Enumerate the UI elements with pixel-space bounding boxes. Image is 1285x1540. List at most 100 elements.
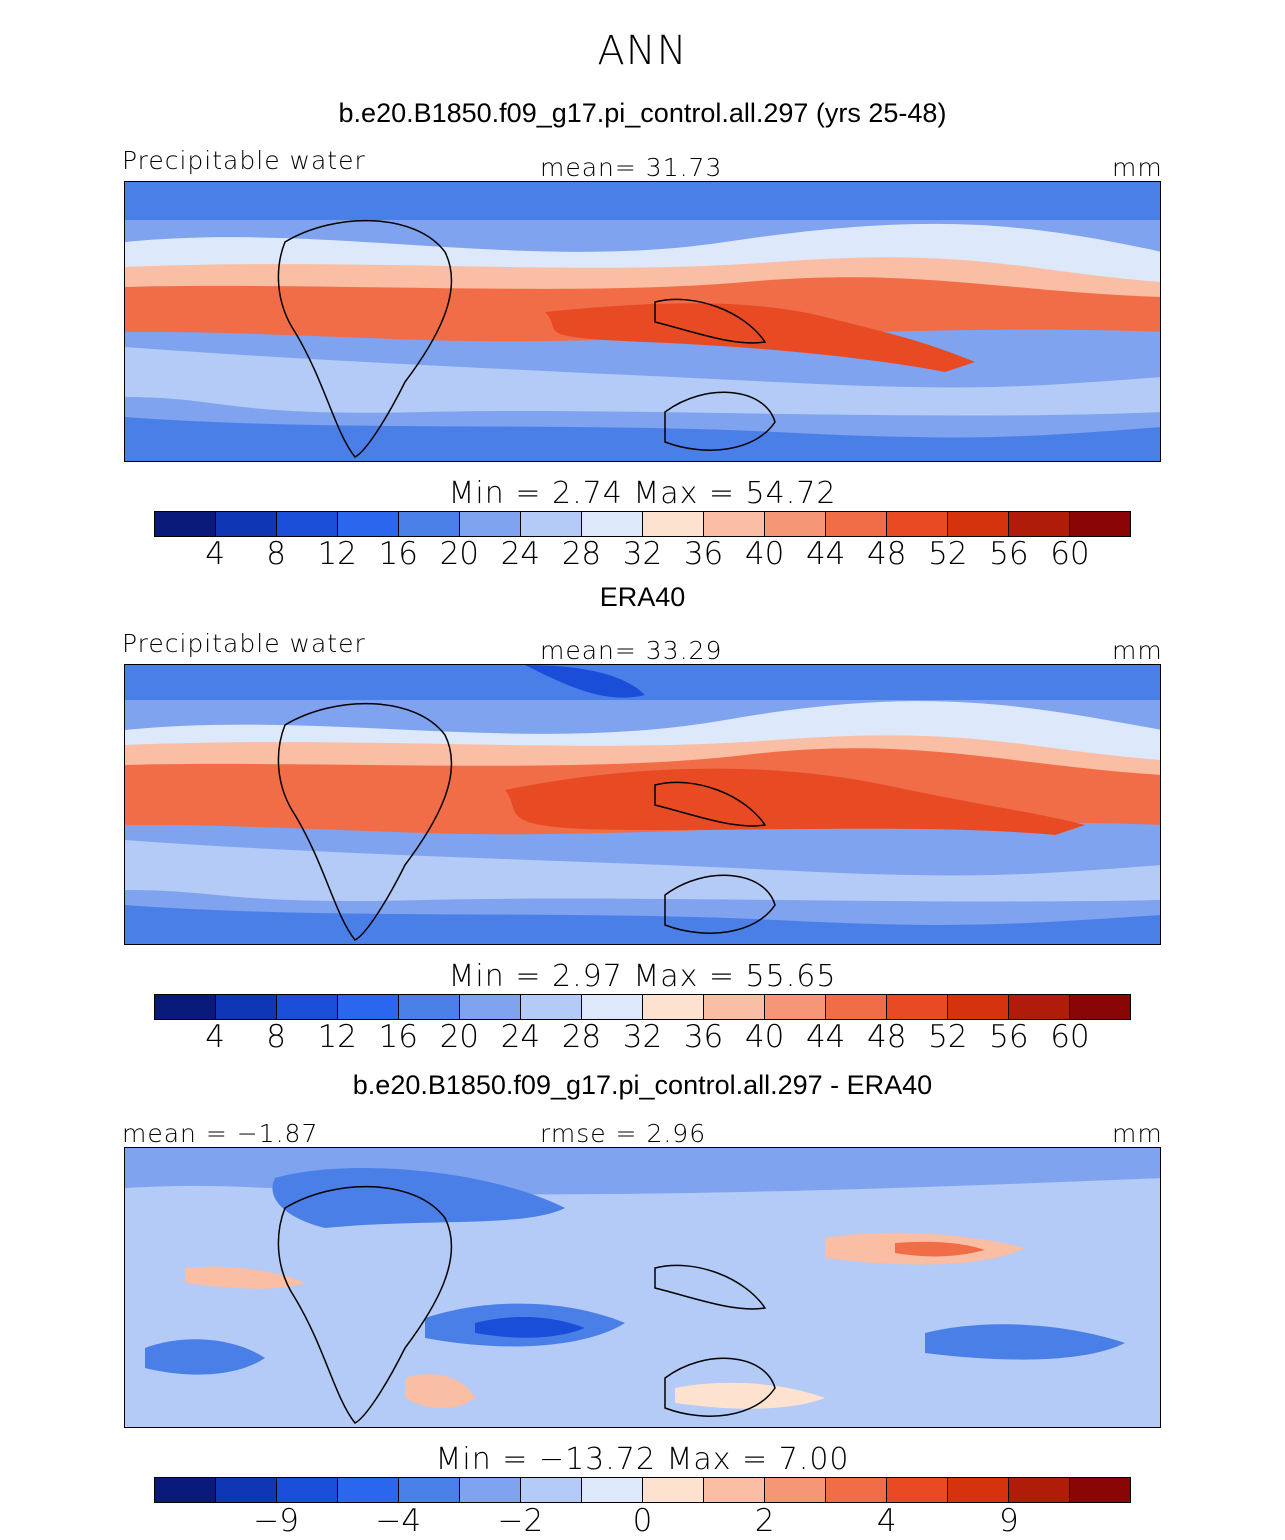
- colorbar-tick-label: 4: [205, 536, 225, 572]
- colorbar-tick-label: 60: [1050, 1019, 1090, 1055]
- panel-3-rmse-label: rmse = 2.96: [540, 1119, 707, 1148]
- colorbar-swatch: [277, 1478, 338, 1502]
- colorbar-tick-label: 24: [500, 536, 541, 572]
- colorbar-swatch: [460, 995, 521, 1019]
- colorbar-tick-label: 20: [439, 536, 480, 572]
- colorbar-swatch: [765, 1478, 826, 1502]
- colorbar-tick-label: 12: [317, 1019, 357, 1055]
- colorbar-swatch: [460, 512, 521, 536]
- colorbar-swatch: [1070, 512, 1130, 536]
- colorbar-swatch: [277, 512, 338, 536]
- colorbar-swatch: [1070, 995, 1130, 1019]
- panel-1-colorbar-ticks: 4 8 12 16 20 24 28 32 36 40 44 48 52 56 60: [154, 536, 1131, 572]
- colorbar-tick-label: 44: [805, 1019, 846, 1055]
- colorbar-swatch: [338, 995, 399, 1019]
- panel-3-units-label: mm: [1112, 1119, 1163, 1148]
- colorbar-tick-label: 60: [1050, 536, 1090, 572]
- colorbar-swatch: [643, 995, 704, 1019]
- colorbar-tick-label: 20: [439, 1019, 480, 1055]
- colorbar-tick-label: 9: [999, 1503, 1019, 1539]
- colorbar-tick-label: 52: [928, 1019, 968, 1055]
- colorbar-swatch: [765, 995, 826, 1019]
- panel-3-map: [124, 1147, 1161, 1428]
- colorbar-swatch: [399, 512, 460, 536]
- colorbar-tick-label: 32: [622, 1019, 663, 1055]
- colorbar-swatch: [338, 512, 399, 536]
- colorbar-swatch: [521, 995, 582, 1019]
- colorbar-swatch: [948, 1478, 1009, 1502]
- panel-2-map: [124, 664, 1161, 945]
- figure-title: ANN: [597, 28, 688, 74]
- colorbar-swatch: [704, 1478, 765, 1502]
- colorbar-tick-label: 8: [266, 1019, 286, 1055]
- colorbar-swatch: [948, 995, 1009, 1019]
- panel-1-mean-label: mean= 31.73: [540, 153, 723, 182]
- colorbar-swatch: [216, 995, 277, 1019]
- colorbar-tick-label: 44: [805, 536, 846, 572]
- colorbar-swatch: [643, 1478, 704, 1502]
- colorbar-tick-label: 40: [744, 536, 785, 572]
- colorbar-swatch: [216, 1478, 277, 1502]
- panel-2-mean-label: mean= 33.29: [540, 636, 723, 665]
- colorbar-swatch: [155, 1478, 216, 1502]
- colorbar-tick-label: 52: [928, 536, 968, 572]
- panel-1-units-label: mm: [1112, 153, 1163, 182]
- colorbar-tick-label: 28: [561, 1019, 602, 1055]
- colorbar-tick-label: 36: [683, 1019, 724, 1055]
- colorbar-swatch: [155, 512, 216, 536]
- colorbar-swatch: [704, 512, 765, 536]
- colorbar-tick-label: 32: [622, 536, 663, 572]
- colorbar-tick-label: 8: [266, 536, 286, 572]
- colorbar-swatch: [399, 995, 460, 1019]
- panel-1-variable-label: Precipitable water: [122, 146, 366, 175]
- colorbar-tick-label: 56: [989, 1019, 1029, 1055]
- colorbar-swatch: [1009, 512, 1070, 536]
- colorbar-swatch: [521, 512, 582, 536]
- colorbar-swatch: [582, 1478, 643, 1502]
- colorbar-swatch: [826, 1478, 887, 1502]
- colorbar-tick-label: 40: [744, 1019, 785, 1055]
- panel-1-map: [124, 181, 1161, 462]
- panel-3-min-max: Min = −13.72 Max = 7.00: [435, 1442, 850, 1477]
- colorbar-swatch: [1009, 1478, 1070, 1502]
- colorbar-tick-label: 24: [500, 1019, 541, 1055]
- panel-3-mean-label: mean = −1.87: [122, 1119, 319, 1148]
- colorbar-tick-label: 2: [754, 1503, 775, 1539]
- colorbar-tick-label: 4: [876, 1503, 897, 1539]
- colorbar-swatch: [216, 512, 277, 536]
- colorbar-tick-label: 0: [632, 1503, 653, 1539]
- panel-2-min-max: Min = 2.97 Max = 55.65: [448, 959, 837, 994]
- panel-3-colorbar: [154, 1477, 1131, 1503]
- colorbar-tick-label: −4: [375, 1503, 422, 1539]
- colorbar-swatch: [765, 512, 826, 536]
- colorbar-swatch: [1009, 995, 1070, 1019]
- colorbar-tick-label: 36: [683, 536, 724, 572]
- colorbar-tick-label: 16: [378, 536, 418, 572]
- colorbar-swatch: [582, 995, 643, 1019]
- colorbar-tick-label: 48: [867, 536, 907, 572]
- colorbar-tick-label: 16: [378, 1019, 418, 1055]
- colorbar-swatch: [826, 995, 887, 1019]
- panel-2-colorbar: [154, 994, 1131, 1020]
- colorbar-tick-label: −2: [497, 1503, 544, 1539]
- colorbar-swatch: [521, 1478, 582, 1502]
- colorbar-swatch: [643, 512, 704, 536]
- colorbar-tick-label: 56: [989, 536, 1029, 572]
- colorbar-swatch: [887, 1478, 948, 1502]
- panel-1-min-max: Min = 2.74 Max = 54.72: [448, 476, 837, 511]
- colorbar-swatch: [155, 995, 216, 1019]
- colorbar-swatch: [887, 512, 948, 536]
- colorbar-swatch: [948, 512, 1009, 536]
- colorbar-tick-label: 12: [317, 536, 357, 572]
- colorbar-swatch: [399, 1478, 460, 1502]
- panel-1-title: b.e20.B1850.f09_g17.pi_control.all.297 (…: [338, 98, 947, 128]
- colorbar-tick-label: 48: [867, 1019, 907, 1055]
- panel-2-variable-label: Precipitable water: [122, 629, 366, 658]
- colorbar-swatch: [338, 1478, 399, 1502]
- panel-3-colorbar-ticks: −9 −4 −2 0 2 4 9: [154, 1503, 1131, 1539]
- colorbar-tick-label: 4: [205, 1019, 225, 1055]
- panel-1-colorbar: [154, 511, 1131, 537]
- colorbar-swatch: [277, 995, 338, 1019]
- panel-3-title: b.e20.B1850.f09_g17.pi_control.all.297 -…: [352, 1070, 933, 1100]
- colorbar-tick-label: 28: [561, 536, 602, 572]
